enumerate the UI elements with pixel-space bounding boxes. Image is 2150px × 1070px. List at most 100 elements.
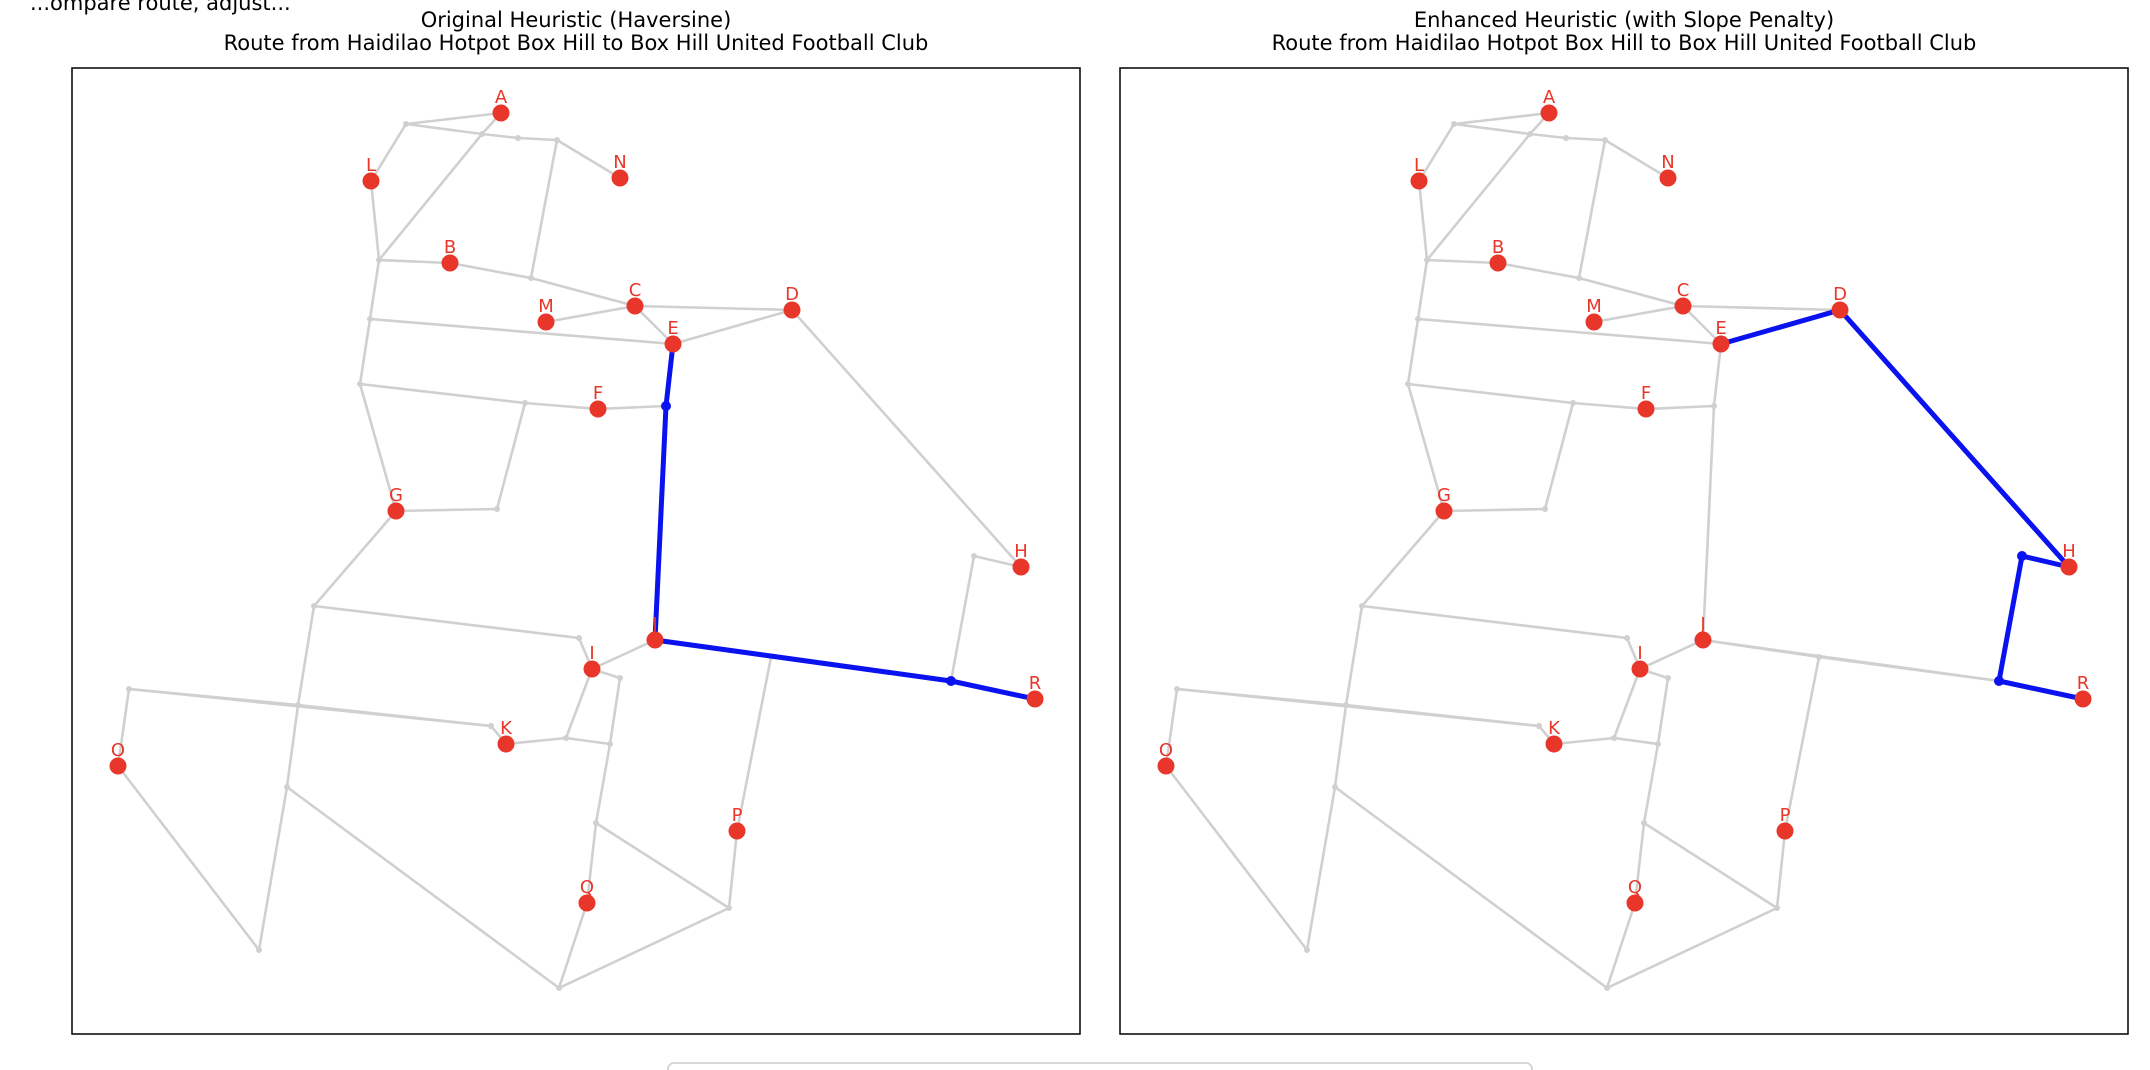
road-edge: [312, 509, 398, 608]
poi-node-r: [2074, 690, 2092, 708]
road-edge: [1333, 703, 1348, 789]
road-edge: [529, 138, 559, 280]
poi-node-g: [387, 502, 405, 520]
road-edge: [1425, 132, 1532, 262]
road-edge: [1712, 342, 1723, 408]
poi-label: F: [593, 383, 603, 404]
intersection-point: [607, 741, 613, 747]
road-edge: [1571, 401, 1648, 411]
poi-node-h: [2060, 558, 2078, 576]
road-edge: [1496, 261, 1581, 280]
road-edge: [394, 507, 499, 513]
road-edge: [594, 821, 731, 910]
intersection-point: [1774, 905, 1780, 911]
intersection-point: [1576, 275, 1582, 281]
road-edge: [671, 308, 794, 346]
road-edge: [529, 276, 637, 308]
intersection-point: [1527, 131, 1533, 137]
poi-label: H: [2062, 541, 2076, 562]
poi-node-b: [441, 254, 459, 272]
panel-title-line2: Route from Haidilao Hotpot Box Hill to B…: [1272, 31, 1977, 55]
poi-label: G: [389, 485, 403, 506]
poi-node-n: [1659, 169, 1677, 187]
route-waypoint: [1994, 676, 2004, 686]
road-edge: [564, 736, 612, 746]
road-edge: [1406, 382, 1446, 513]
road-edge: [1701, 404, 1716, 642]
road-edge: [257, 785, 289, 952]
road-edge: [557, 901, 589, 990]
intersection-point: [971, 553, 977, 559]
road-edge: [1642, 742, 1660, 825]
road-edge: [608, 676, 622, 746]
poi-node-a: [1540, 104, 1558, 122]
road-edge: [1452, 111, 1551, 126]
nodes: A L N B M C D E F G H I J K O P Q R: [1157, 87, 2092, 912]
route-path: [1720, 307, 2084, 702]
intersection-point: [1359, 603, 1365, 609]
road-edge: [1577, 276, 1685, 308]
intersection-point: [1174, 686, 1180, 692]
poi-label: R: [2077, 673, 2090, 694]
road-edge: [1442, 507, 1547, 513]
road-edge: [1416, 258, 1429, 321]
intersection-point: [1415, 316, 1421, 322]
poi-label: P: [732, 805, 743, 826]
road-edge: [1775, 829, 1787, 910]
poi-node-a: [492, 104, 510, 122]
intersection-point: [1604, 985, 1610, 991]
road-edge: [1681, 304, 1842, 312]
road-edge: [790, 308, 1023, 569]
poi-label: L: [366, 155, 376, 176]
road-edge: [1344, 604, 1364, 707]
poi-node-m: [537, 313, 555, 331]
poi-label: H: [1014, 541, 1028, 562]
intersection-point: [1570, 400, 1576, 406]
figure-suptitle: ...ompare route, adjust...: [30, 0, 291, 15]
panel-title-line1: Original Heuristic (Haversine): [421, 8, 732, 32]
road-edge: [594, 742, 612, 825]
road-edge: [1605, 906, 1779, 990]
poi-label: D: [1833, 284, 1847, 305]
intersection-point: [522, 400, 528, 406]
road-edge: [1605, 901, 1637, 990]
road-edge: [1425, 258, 1500, 265]
intersection-point: [1304, 947, 1310, 953]
intersection-point: [1405, 381, 1411, 387]
intersection-point: [576, 635, 582, 641]
poi-label: O: [1159, 740, 1173, 761]
poi-label: K: [500, 718, 513, 739]
road-edge: [1638, 638, 1705, 671]
intersection-point: [494, 506, 500, 512]
intersection-point: [1424, 257, 1430, 263]
road-edge: [1552, 736, 1616, 746]
road-edge: [495, 401, 527, 511]
intersection-point: [1332, 784, 1338, 790]
poi-label: J: [1699, 614, 1705, 635]
poi-node-j: [1694, 631, 1712, 649]
poi-node-e: [1712, 335, 1730, 353]
road-edge: [1577, 138, 1607, 280]
poi-label: P: [1780, 805, 1791, 826]
poi-label: I: [1637, 643, 1642, 664]
poi-node-b: [1489, 254, 1507, 272]
poi-label: Q: [580, 877, 594, 898]
poi-node-q: [578, 894, 596, 912]
nodes: A L N B M C D E F G H I J K O P Q R: [109, 87, 1044, 912]
poi-node-n: [611, 169, 629, 187]
road-edge: [949, 554, 976, 683]
poi-label: I: [589, 643, 594, 664]
road-edge: [1416, 317, 1723, 346]
road-edge: [1564, 136, 1607, 142]
intersection-point: [1611, 735, 1617, 741]
road-edge: [1592, 304, 1685, 324]
poi-label: L: [1414, 155, 1424, 176]
poi-node-f: [1637, 400, 1655, 418]
road-edge: [590, 638, 657, 671]
intersection-point: [357, 381, 363, 387]
poi-label: N: [613, 152, 626, 173]
road-edge: [1633, 821, 1646, 905]
poi-label: E: [667, 318, 678, 339]
intersection-point: [376, 257, 382, 263]
road-edge: [116, 764, 261, 952]
